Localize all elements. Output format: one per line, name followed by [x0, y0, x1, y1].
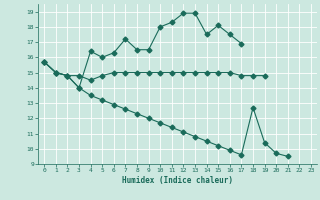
X-axis label: Humidex (Indice chaleur): Humidex (Indice chaleur): [122, 176, 233, 185]
